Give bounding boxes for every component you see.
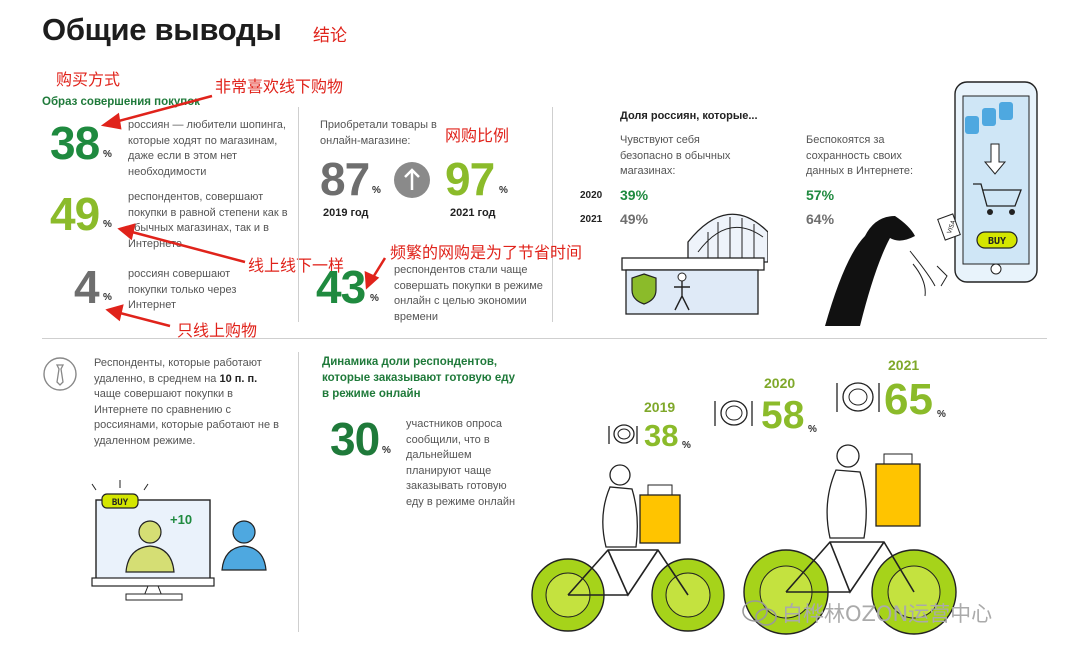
annotation-way: 购买方式 (56, 70, 121, 89)
title-annotation: 结论 (313, 26, 347, 46)
plus-ten-label: +10 (170, 512, 192, 527)
plate-icon (714, 400, 753, 426)
screen-buy-label: BUY (112, 498, 129, 508)
row-year: 2020 (580, 190, 603, 201)
plate-icon (608, 424, 638, 444)
annotation-ratio: 网购比例 (445, 126, 510, 145)
divider (42, 338, 1047, 339)
wechat-icon (742, 600, 777, 626)
food-plan-value: 30 (330, 413, 380, 465)
food-heading: Динамика доли респондентов, которые зака… (322, 356, 516, 400)
food-unit-2021: % (937, 409, 946, 420)
safe-2021: 49% (620, 211, 649, 227)
save-time-value: 43 (316, 261, 366, 313)
online-2019-year: 2019 год (323, 207, 369, 219)
divider (298, 352, 299, 632)
store-illustration (621, 213, 768, 315)
save-time-unit: % (370, 293, 379, 304)
stat-49-unit: % (103, 219, 112, 230)
annotation-equal: 线上线下一样 (248, 256, 345, 275)
remote-work-illustration: BUY +10 (91, 480, 267, 601)
cyclist-illustration (531, 464, 725, 632)
tie-icon (43, 357, 77, 391)
online-2021-year: 2021 год (450, 207, 496, 219)
food-plan-text: участников опроса сообщили, что в дальне… (406, 418, 516, 508)
food-value-2019: 38 (644, 418, 679, 453)
stat-49-value: 49 (50, 188, 100, 240)
annotation-online-only: 只线上购物 (177, 321, 258, 340)
worry-2021: 64% (806, 211, 835, 227)
food-unit-2019: % (682, 440, 691, 451)
food-year-2021: 2021 (888, 357, 920, 373)
food-value-2020: 58 (761, 394, 805, 437)
stat-4-text: россиян совершают покупки только через И… (128, 268, 237, 311)
page-title: Общие выводы (42, 12, 282, 47)
annotation-save-time: 频繁的网购是为了节省时间 (390, 243, 583, 262)
stat-38-unit: % (103, 149, 112, 160)
watermark: 白桦林OZON运营中心 (782, 602, 993, 626)
online-purchase-label: Приобретали товары в онлайн-магазине: (320, 119, 437, 147)
phone-buy-label: BUY (988, 236, 1006, 247)
card-label: VISA (946, 218, 958, 234)
worry-label: Беспокоятся за сохранность своих данных … (806, 134, 914, 177)
food-value-2021: 65 (884, 375, 933, 424)
food-plan-unit: % (382, 445, 391, 456)
stat-38-text: россиян — любители шопинга, которые ходя… (128, 119, 286, 178)
stat-4-unit: % (103, 292, 112, 303)
save-time-text: респондентов стали чаще совершать покупк… (394, 264, 543, 323)
safe-label: Чувствуют себя безопасно в обычных магаз… (620, 134, 731, 177)
cyclist-illustration (743, 444, 957, 635)
remote-workers-text: Респонденты, которые работают удаленно, … (94, 357, 280, 447)
row-year: 2021 (580, 214, 603, 225)
online-2021-value: 97 (445, 153, 495, 205)
divider (298, 107, 299, 322)
food-year-2019: 2019 (644, 399, 676, 415)
divider (552, 107, 553, 322)
stat-38-value: 38 (50, 117, 100, 169)
phone-illustration: BUY VISA (825, 81, 1038, 326)
online-2019-value: 87 (320, 153, 370, 205)
food-year-2020: 2020 (764, 375, 796, 391)
plate-icon (836, 382, 880, 412)
annotation-offline: 非常喜欢线下购物 (215, 77, 344, 96)
online-2021-unit: % (499, 185, 508, 196)
share-heading: Доля россиян, которые... (620, 110, 758, 122)
worry-2020: 57% (806, 187, 835, 203)
arrow-up-icon (394, 162, 430, 198)
stat-4-value: 4 (74, 261, 100, 313)
section-label: Образ совершения покупок (42, 96, 201, 108)
safe-2020: 39% (620, 187, 649, 203)
food-unit-2020: % (808, 424, 817, 435)
online-2019-unit: % (372, 185, 381, 196)
